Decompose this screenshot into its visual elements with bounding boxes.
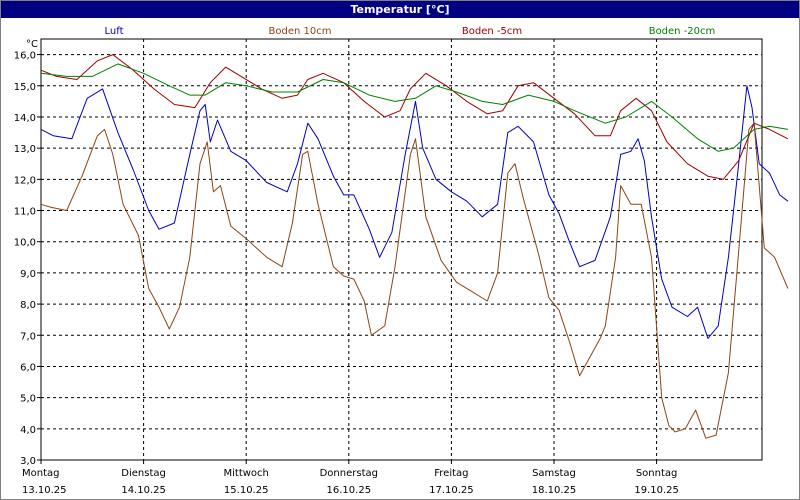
y-tick-label: 9,0: [20, 269, 36, 280]
series-line-boden-10cm: [40, 122, 789, 439]
x-tick-date-label: 19.10.25: [634, 485, 679, 496]
x-tick-day-label: Dienstag: [121, 468, 166, 479]
x-tick-day-label: Mittwoch: [224, 468, 269, 479]
x-tick-day-label: Freitag: [434, 468, 468, 479]
y-tick-label: 5,0: [20, 394, 36, 405]
y-tick-label: 3,0: [20, 456, 36, 467]
legend-entry: Boden -20cm: [649, 26, 716, 37]
x-tick-day-label: Samstag: [532, 468, 576, 479]
y-tick-label: 4,0: [20, 425, 36, 436]
series-lines: [40, 54, 789, 439]
x-axis-ticks: Montag 13.10.25 Dienstag 14.10.25 Mittwoch 15…: [22, 460, 679, 496]
grid-lines: [41, 39, 762, 461]
y-tick-label: 12,0: [14, 175, 36, 186]
y-axis-unit-label: °C: [26, 39, 38, 50]
plot-area: [40, 38, 763, 461]
legend: Luft Boden 10cm Boden -5cm Boden -20cm: [105, 26, 716, 37]
x-tick-day-label: Montag: [22, 468, 59, 479]
y-tick-label: 16,0: [14, 51, 36, 62]
y-tick-label: 8,0: [20, 300, 36, 311]
x-tick-date-label: 14.10.25: [121, 485, 166, 496]
legend-entry: Boden -5cm: [462, 26, 522, 37]
chart-title: Temperatur [°C]: [1, 1, 799, 18]
x-tick-day-label: Sonntag: [636, 468, 678, 479]
series-line-luft: [40, 85, 789, 339]
y-axis-ticks: 3,0 4,0 5,0 6,0 7,0 8,0 9,0 10,0 11,0 12,0 13,0 14,…: [14, 51, 41, 467]
y-tick-label: 14,0: [14, 113, 36, 124]
x-tick-date-label: 13.10.25: [22, 485, 67, 496]
y-tick-label: 13,0: [14, 144, 36, 155]
x-tick-date-label: 18.10.25: [532, 485, 577, 496]
x-tick-date-label: 17.10.25: [429, 485, 474, 496]
legend-entry: Luft: [105, 26, 124, 37]
y-tick-label: 7,0: [20, 331, 36, 342]
x-tick-day-label: Donnerstag: [320, 468, 378, 479]
series-line-boden-5cm: [40, 54, 789, 180]
y-tick-label: 10,0: [14, 238, 36, 249]
y-tick-label: 15,0: [14, 82, 36, 93]
x-tick-date-label: 16.10.25: [327, 485, 372, 496]
x-tick-date-label: 15.10.25: [224, 485, 269, 496]
y-tick-label: 11,0: [14, 207, 36, 218]
series-line-boden-20cm: [40, 63, 788, 152]
y-tick-label: 6,0: [20, 362, 36, 373]
legend-entry: Boden 10cm: [269, 26, 332, 37]
